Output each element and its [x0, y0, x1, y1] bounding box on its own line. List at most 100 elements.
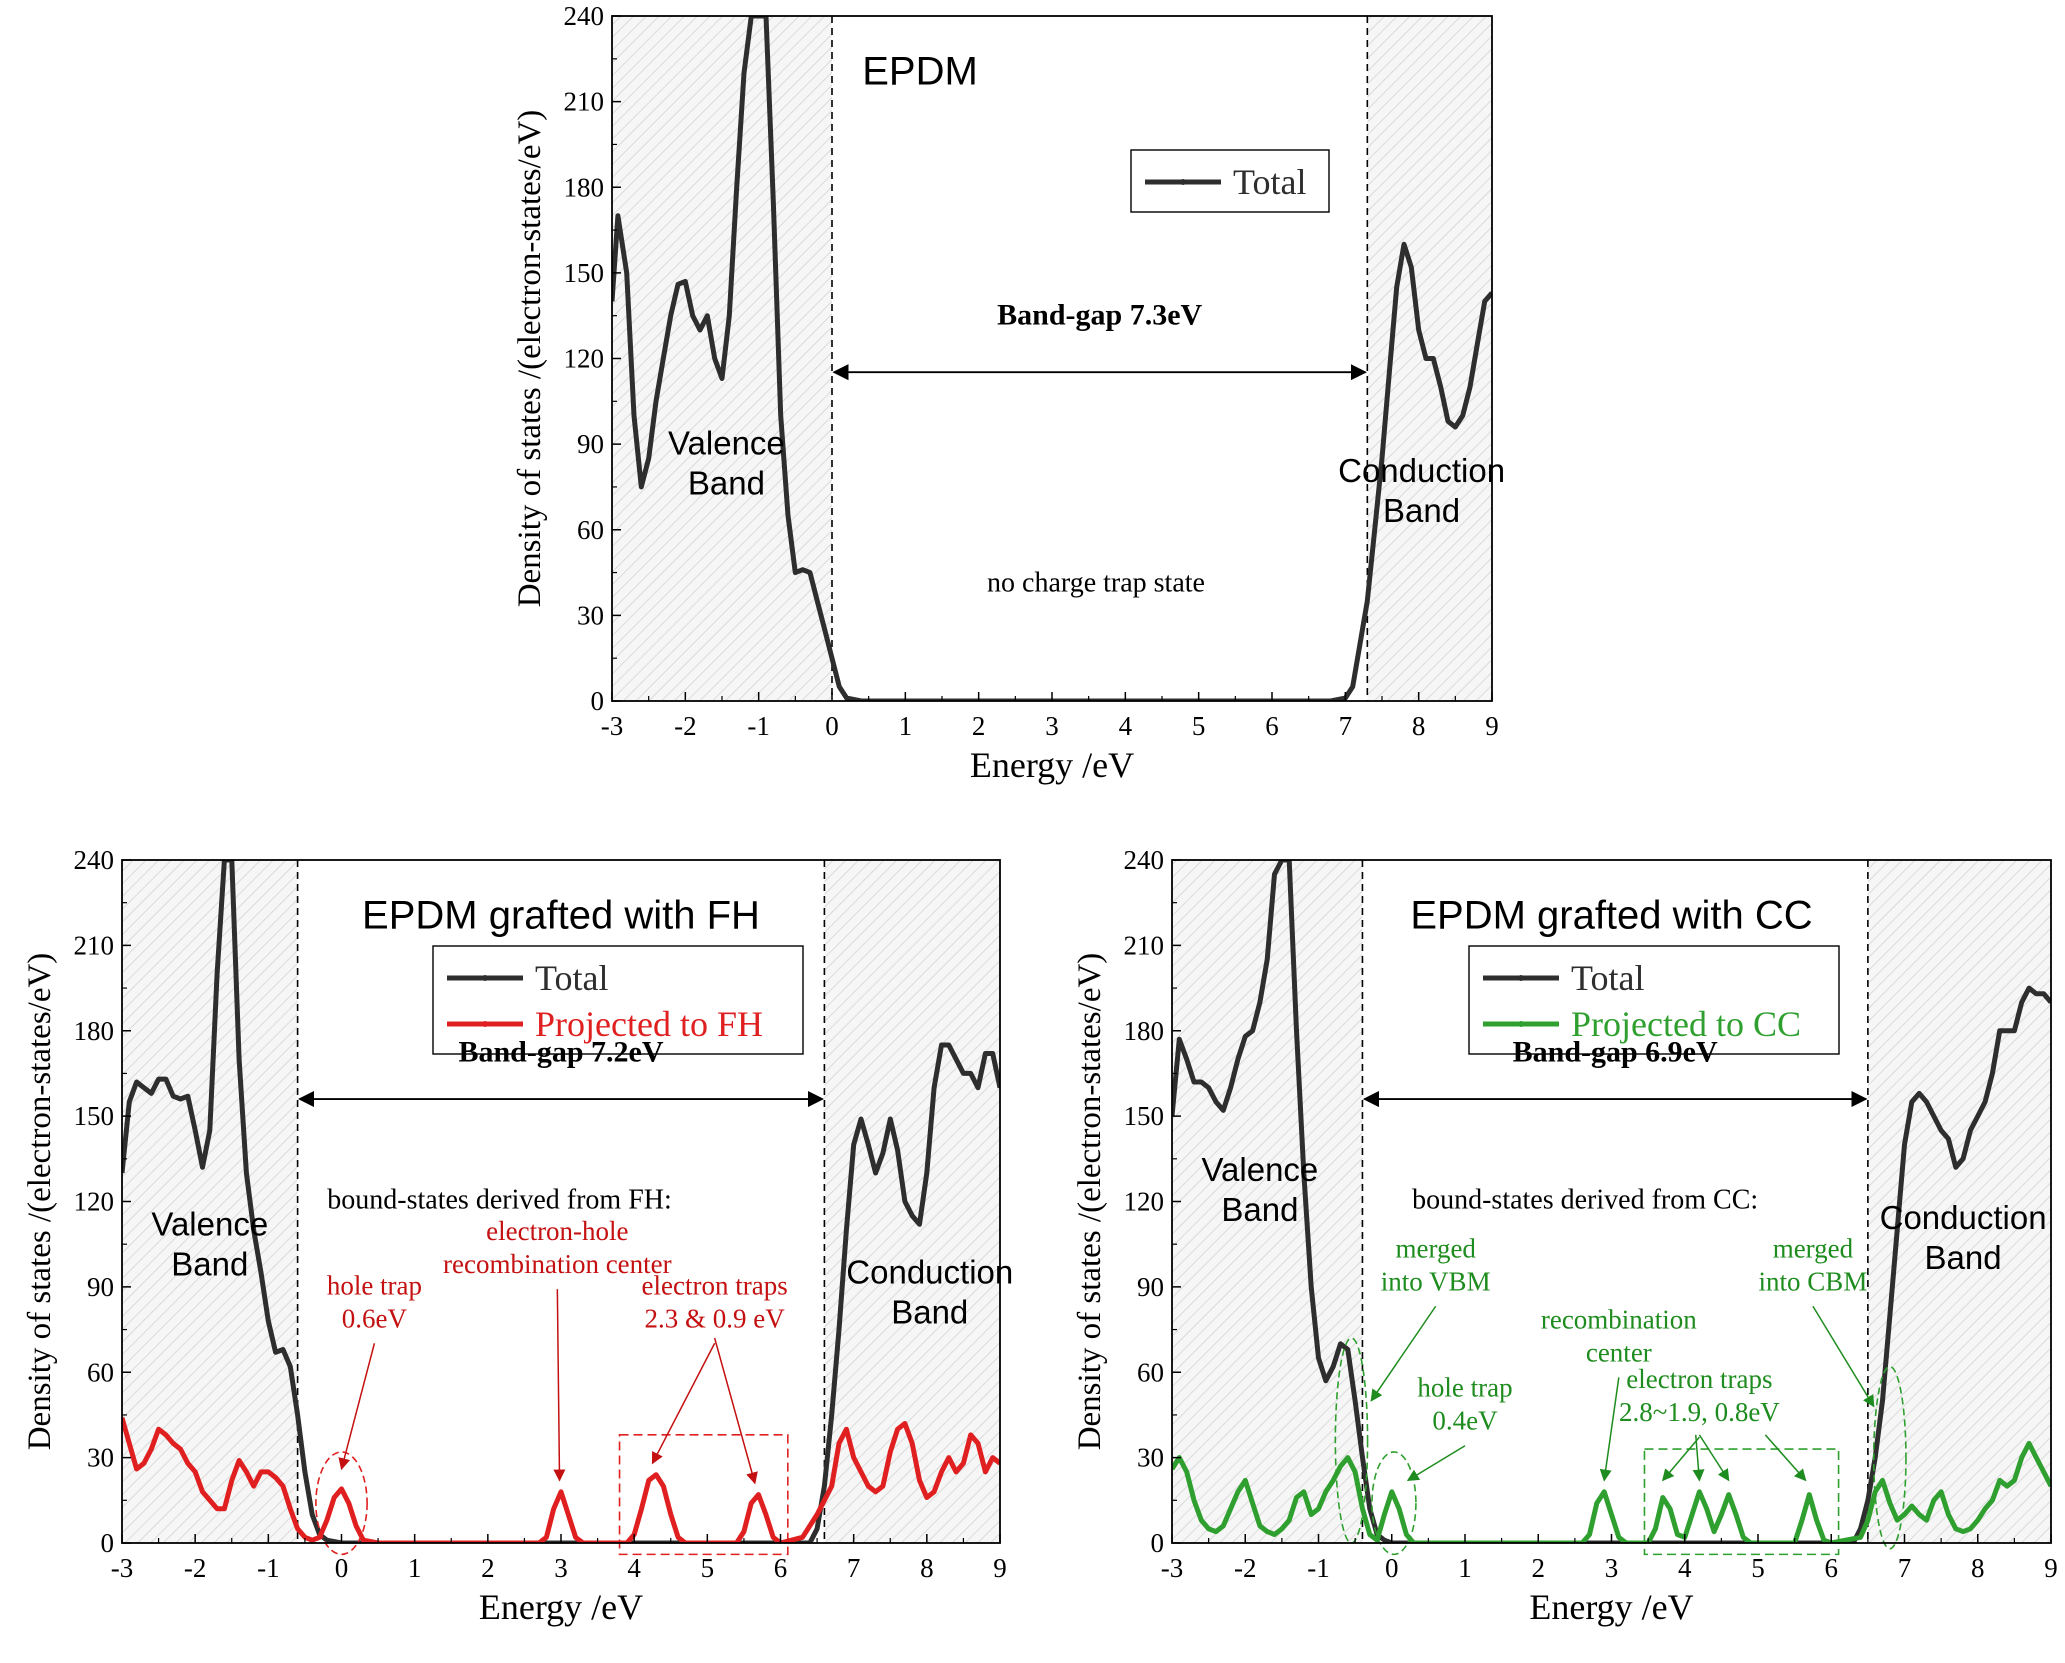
x-tick-label: 5 — [701, 1553, 715, 1583]
series-line-total — [122, 860, 1000, 1543]
band-gap-label: Band-gap 6.9eV — [1513, 1035, 1718, 1068]
highlight-box — [1643, 1448, 1840, 1556]
conduction-band-region — [824, 860, 1000, 1543]
x-tick-label: 7 — [1339, 711, 1353, 741]
annotation-arrow — [1692, 1434, 1705, 1482]
y-tick-label: 150 — [564, 258, 605, 288]
y-tick-label: 0 — [1151, 1528, 1165, 1558]
x-tick-label: -1 — [1307, 1553, 1330, 1583]
x-tick-label: 3 — [554, 1553, 568, 1583]
legend-label: Total — [1233, 162, 1306, 202]
annotation-label: electron traps — [642, 1270, 788, 1300]
x-tick-label: -1 — [747, 711, 770, 741]
x-tick-label: 1 — [408, 1553, 422, 1583]
x-tick-label: 2 — [972, 711, 986, 741]
y-tick-label: 60 — [577, 515, 604, 545]
x-tick-label: 2 — [1532, 1553, 1546, 1583]
dos-panel-fh: -3 -2 -1 0 1 2 3 4 5 6 7 8 90306090120150180210240En… — [22, 845, 1013, 1627]
valence-band-label: Valence Band — [668, 424, 785, 501]
x-tick-label: 0 — [825, 711, 839, 741]
series-line-total — [1172, 860, 2051, 1543]
x-tick-label: 2 — [481, 1553, 495, 1583]
x-tick-label: 8 — [1971, 1553, 1985, 1583]
y-tick-label: 120 — [564, 344, 605, 374]
x-tick-label: 8 — [1412, 711, 1426, 741]
annotation-arrow — [553, 1289, 566, 1482]
state-note: bound-states derived from FH: — [327, 1184, 672, 1215]
valence-band-label: Valence Band — [151, 1206, 268, 1283]
dos-panel-cc: -3 -2 -1 0 1 2 3 4 5 6 7 8 90306090120150180210240En… — [1072, 845, 2058, 1627]
chart-title: EPDM grafted with FH — [362, 893, 760, 937]
highlight-box — [618, 1434, 789, 1556]
x-tick-label: -2 — [184, 1553, 207, 1583]
conduction-band-label: Conduction Band — [846, 1253, 1013, 1330]
x-tick-label: 5 — [1192, 711, 1206, 741]
y-tick-label: 210 — [564, 87, 605, 117]
x-tick-label: 3 — [1045, 711, 1059, 741]
legend-label: Total — [1571, 958, 1644, 998]
x-tick-label: 8 — [920, 1553, 934, 1583]
chart-title: EPDM — [862, 50, 978, 94]
x-tick-label: -3 — [601, 711, 624, 741]
x-tick-label: -2 — [674, 711, 697, 741]
y-tick-label: 240 — [564, 1, 605, 31]
x-tick-label: 4 — [1678, 1553, 1692, 1583]
legend — [1468, 945, 1840, 1055]
x-tick-label: 6 — [1265, 711, 1279, 741]
x-tick-label: 5 — [1751, 1553, 1765, 1583]
annotation-arrow — [1661, 1436, 1700, 1482]
annotation-arrow — [1812, 1305, 1875, 1408]
y-tick-label: 150 — [74, 1101, 115, 1131]
x-tick-label: 1 — [1458, 1553, 1472, 1583]
y-tick-label: 180 — [564, 172, 605, 202]
y-tick-label: 30 — [87, 1443, 114, 1473]
band-gap-label: Band-gap 7.3eV — [997, 298, 1202, 331]
x-tick-label: 6 — [774, 1553, 788, 1583]
x-tick-label: 3 — [1605, 1553, 1619, 1583]
highlight-ellipse — [1371, 1451, 1417, 1556]
annotation-label: electron traps — [1626, 1364, 1772, 1394]
y-tick-label: 210 — [1124, 930, 1165, 960]
annotation-label: hole trap — [1417, 1373, 1512, 1403]
x-tick-label: 1 — [899, 711, 913, 741]
y-tick-label: 210 — [74, 930, 115, 960]
y-tick-label: 150 — [1124, 1101, 1165, 1131]
highlight-ellipse — [1872, 1365, 1907, 1550]
x-tick-label: -3 — [111, 1553, 134, 1583]
annotation-label: merged — [1773, 1233, 1854, 1263]
annotation-label: 2.8~1.9, 0.8eV — [1619, 1397, 1780, 1427]
y-axis-label: Density of states /(electron-states/eV) — [22, 953, 58, 1451]
y-tick-label: 90 — [577, 429, 604, 459]
annotation-label: center — [1586, 1337, 1652, 1367]
band-gap-label: Band-gap 7.2eV — [458, 1035, 663, 1068]
annotation-label: recombination center — [443, 1249, 672, 1279]
x-tick-label: 7 — [847, 1553, 861, 1583]
state-note: bound-states derived from CC: — [1412, 1184, 1758, 1215]
legend-label: Total — [535, 958, 608, 998]
annotation-arrow — [1599, 1377, 1620, 1482]
legend-label: Projected to FH — [535, 1004, 763, 1044]
x-axis-label: Energy /eV — [1529, 1587, 1693, 1627]
annotation-arrow — [1406, 1445, 1466, 1482]
y-tick-label: 180 — [1124, 1016, 1165, 1046]
x-tick-label: 4 — [1119, 711, 1133, 741]
x-tick-label: 0 — [1385, 1553, 1399, 1583]
x-tick-label: 0 — [335, 1553, 349, 1583]
annotation-label: hole trap — [327, 1270, 422, 1300]
conduction-band-label: Conduction Band — [1880, 1199, 2047, 1276]
x-tick-label: 9 — [2044, 1553, 2058, 1583]
x-tick-label: 4 — [627, 1553, 641, 1583]
annotation-label: electron-hole — [486, 1216, 628, 1246]
chart-title: EPDM grafted with CC — [1410, 893, 1812, 937]
annotation-label: recombination — [1541, 1304, 1697, 1334]
annotation-label: into CBM — [1759, 1266, 1868, 1296]
series-line-total — [612, 16, 1492, 701]
y-tick-label: 90 — [87, 1272, 114, 1302]
valence-band-label: Valence Band — [1201, 1151, 1318, 1228]
annotation-arrow — [1370, 1305, 1437, 1402]
x-axis-label: Energy /eV — [479, 1587, 643, 1627]
x-tick-label: 7 — [1898, 1553, 1912, 1583]
series-line-projected-to-cc — [1172, 1440, 2051, 1543]
x-tick-label: 6 — [1825, 1553, 1839, 1583]
